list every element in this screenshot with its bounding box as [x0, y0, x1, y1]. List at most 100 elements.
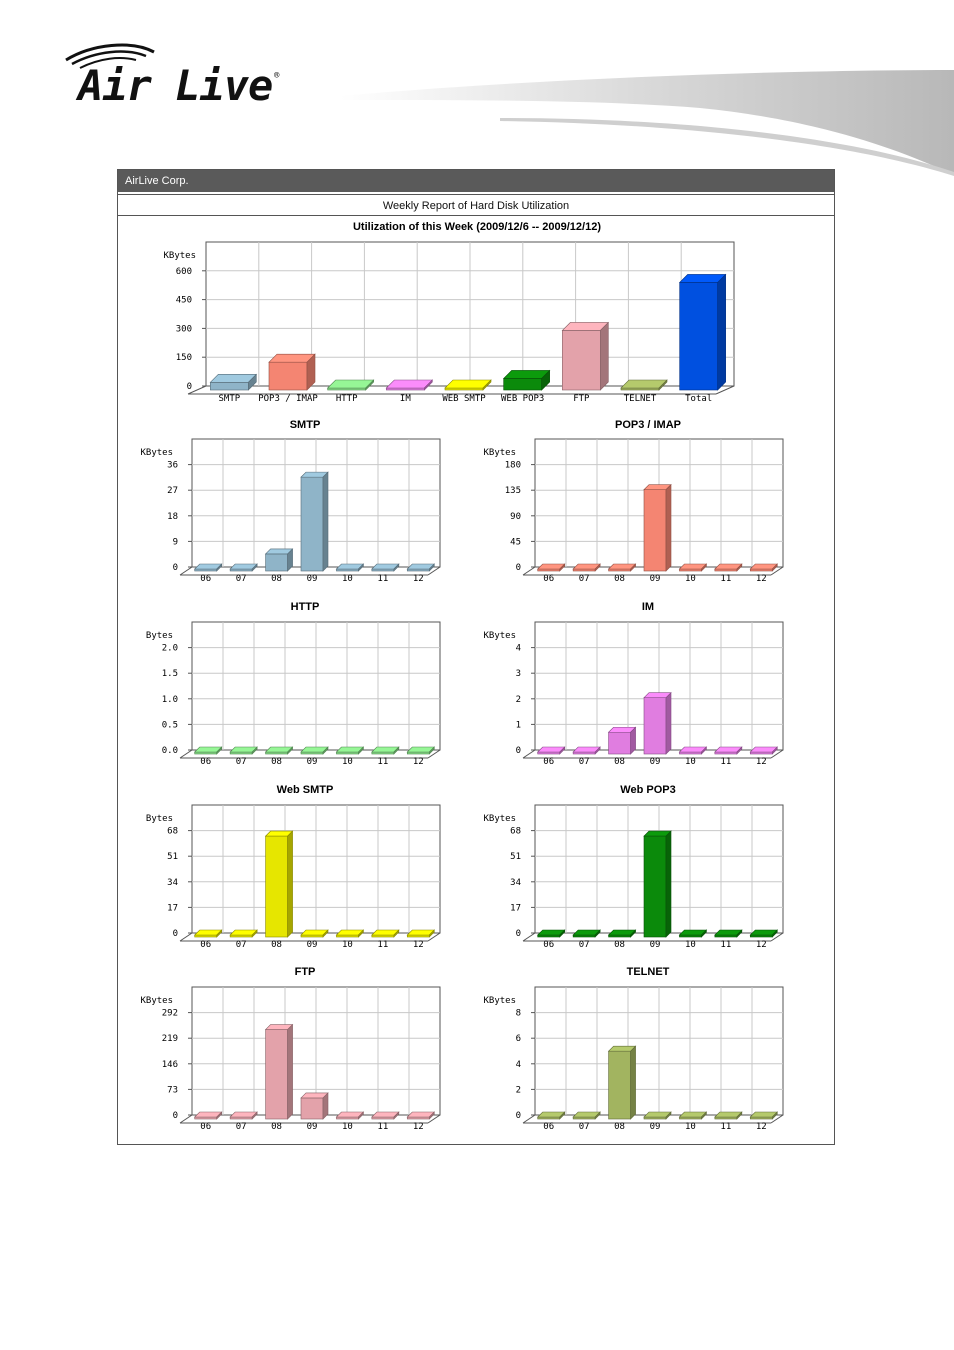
bar-07: [229, 746, 258, 755]
bar-10: [678, 746, 708, 755]
y-tick-label: 0: [516, 1111, 521, 1121]
floor-edge: [522, 932, 536, 942]
x-tick-label: 09: [307, 940, 318, 950]
y-tick-label: 3: [516, 669, 521, 679]
y-tick-label: 0: [173, 1111, 178, 1121]
y-tick-label: 450: [176, 296, 192, 306]
floor-right: [770, 749, 784, 759]
y-tick-label: 4: [516, 1060, 521, 1070]
bar-07: [572, 746, 601, 755]
y-tick-label: 600: [176, 267, 192, 277]
x-tick-label: 11: [377, 574, 388, 584]
x-tick-label: 08: [614, 574, 625, 584]
y-tick-label: 8: [516, 1009, 521, 1019]
y-axis-label: KBytes: [483, 448, 516, 458]
x-tick-label: 07: [579, 574, 590, 584]
x-tick-label: 07: [236, 1122, 247, 1132]
x-tick-label: 07: [579, 757, 590, 767]
y-tick-label: 219: [162, 1034, 178, 1044]
bar-09: [643, 1111, 672, 1120]
bar-07: [229, 1111, 258, 1120]
x-tick-label: 10: [342, 1122, 353, 1132]
report-title: Weekly Report of Hard Disk Utilization: [118, 194, 834, 216]
chart-title: IM: [642, 601, 654, 613]
x-tick-label: 12: [756, 1122, 767, 1132]
floor-right: [770, 566, 784, 576]
chart-title: SMTP: [290, 419, 321, 431]
bar-12: [406, 563, 436, 572]
bar-06: [193, 746, 223, 755]
x-tick-label: 06: [543, 1122, 554, 1132]
x-tick-label: 10: [685, 940, 696, 950]
y-tick-label: 0: [173, 563, 178, 573]
bar-11: [371, 746, 400, 755]
floor-edge: [179, 566, 193, 576]
chart-pop3: POP3 / IMAP 0 45 90 135 180 KBytes 06 07 08 09 10 11…: [483, 419, 784, 584]
bar-11: [714, 746, 743, 755]
x-tick-label: 11: [377, 757, 388, 767]
bar-12: [406, 746, 436, 755]
x-tick-label: 11: [720, 940, 731, 950]
bar-11: [371, 929, 400, 938]
y-tick-label: 68: [167, 827, 178, 837]
x-tick-label: 12: [413, 757, 424, 767]
bar-09: [643, 691, 672, 755]
bar-07: [572, 563, 601, 572]
logo-registered: ®: [274, 71, 280, 81]
x-tick-label: 12: [413, 574, 424, 584]
floor-edge: [179, 749, 193, 759]
y-axis-label: KBytes: [163, 251, 196, 261]
y-tick-label: 146: [162, 1060, 178, 1070]
floor-edge: [522, 749, 536, 759]
y-tick-label: 90: [510, 512, 521, 522]
x-tick-label: 11: [377, 1122, 388, 1132]
x-tick-label: TELNET: [624, 394, 657, 404]
airlive-logo: Air Live ®: [62, 42, 302, 112]
y-axis-label: KBytes: [483, 814, 516, 824]
x-tick-label: FTP: [573, 394, 590, 404]
floor-edge: [187, 385, 207, 395]
chart-title: Utilization of this Week (2009/12/6 -- 2…: [353, 221, 601, 233]
y-tick-label: 0: [173, 929, 178, 939]
x-tick-label: HTTP: [336, 394, 358, 404]
bar-10: [335, 929, 365, 938]
x-tick-label: 11: [720, 1122, 731, 1132]
x-tick-label: 07: [579, 940, 590, 950]
x-tick-label: 06: [543, 757, 554, 767]
chart-websmtp: Web SMTP 0 17 34 51 68 Bytes 06 07 08 09 10 11 12: [146, 784, 441, 950]
bar-web-smtp: [444, 379, 492, 391]
bar-10: [335, 1111, 365, 1120]
y-tick-label: 2: [516, 695, 521, 705]
bar-total: [678, 273, 727, 391]
y-tick-label: 1.5: [162, 669, 178, 679]
y-tick-label: 0: [516, 746, 521, 756]
y-tick-label: 2: [516, 1085, 521, 1095]
y-axis-label: KBytes: [483, 631, 516, 641]
bar-11: [714, 563, 743, 572]
chart-title: Web POP3: [620, 784, 675, 796]
bar-10: [335, 746, 365, 755]
floor-right: [715, 385, 735, 395]
x-tick-label: 09: [650, 1122, 661, 1132]
bar-07: [229, 563, 258, 572]
x-tick-label: 10: [342, 574, 353, 584]
y-tick-label: 1.0: [162, 695, 178, 705]
charts-area: Utilization of this Week (2009/12/6 -- 2…: [140, 221, 784, 1132]
bar-12: [749, 929, 779, 938]
chart-title: FTP: [295, 966, 316, 978]
bar-pop3-imap: [268, 353, 316, 391]
y-tick-label: 0: [516, 929, 521, 939]
x-tick-label: 08: [271, 1122, 282, 1132]
y-tick-label: 0: [187, 382, 192, 392]
bar-11: [371, 563, 400, 572]
bar-09: [643, 483, 672, 572]
x-tick-label: 06: [543, 574, 554, 584]
y-tick-label: 4: [516, 644, 521, 654]
bar-im: [385, 379, 434, 391]
chart-summary: Utilization of this Week (2009/12/6 -- 2…: [163, 221, 735, 404]
bar-09: [300, 1092, 329, 1120]
bar-08: [607, 563, 637, 572]
floor-edge: [522, 566, 536, 576]
